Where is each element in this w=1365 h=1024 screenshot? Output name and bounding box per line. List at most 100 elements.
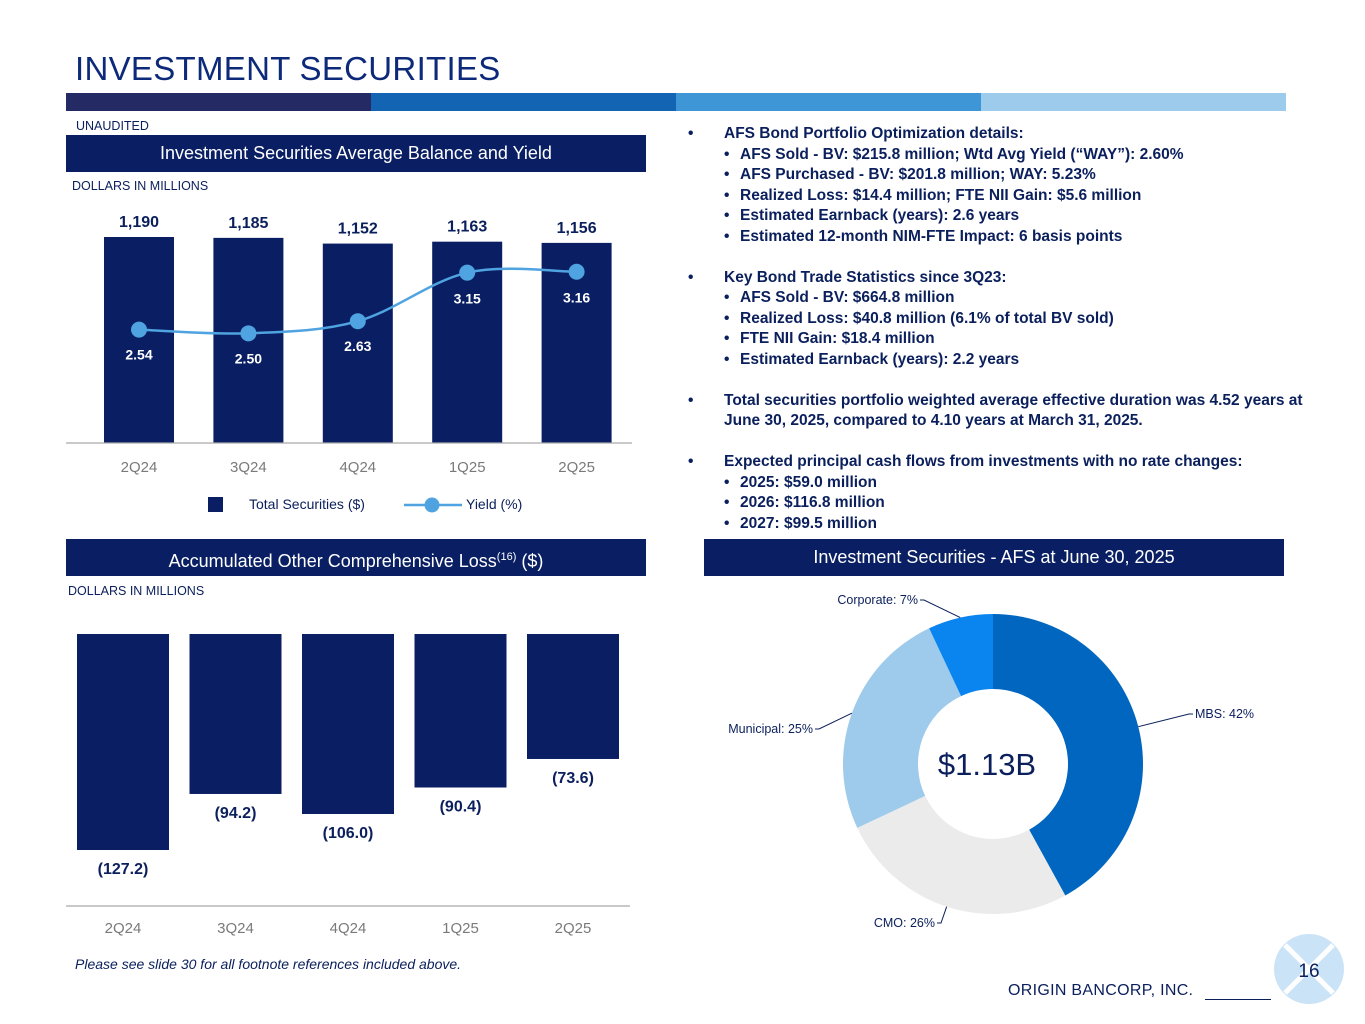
sub-bullet-text: AFS Purchased - BV: $201.8 million; WAY:… — [740, 166, 1096, 183]
donut-slice-municipal — [843, 628, 962, 828]
sub-bullet: • 2026: $116.8 million — [688, 493, 1328, 514]
donut-slice-mbs — [993, 614, 1143, 896]
balance-yield-chart: 1,190 1,185 1,152 1,163 1,156 2.54 2.50 2.63 3.… — [66, 214, 632, 476]
balance-bar — [322, 243, 393, 443]
bullet-group: • Expected principal cash flows from inve… — [688, 452, 1328, 534]
aocl-bar — [189, 634, 282, 794]
sub-bullet: • Estimated Earnback (years): 2.2 years — [688, 350, 1328, 371]
sub-bullet-text: Estimated 12-month NIM-FTE Impact: 6 bas… — [740, 227, 1123, 245]
sub-bullet-text: 2026: $116.8 million — [740, 494, 885, 511]
balance-yield-header: Investment Securities Average Balance an… — [66, 135, 646, 172]
donut-leader-line — [920, 599, 961, 619]
aocl-bar — [77, 634, 169, 850]
sub-bullet-text: 2025: $59.0 million — [740, 473, 877, 491]
sub-bullet: • AFS Sold - BV: $215.8 million; Wtd Avg … — [688, 145, 1328, 166]
brand-stripe-2 — [371, 93, 676, 111]
balance-x-tick: 4Q24 — [339, 459, 376, 476]
aocl-x-tick: 3Q24 — [217, 920, 254, 937]
unaudited-label: UNAUDITED — [76, 119, 149, 133]
sub-bullet-text: 2027: $99.5 million — [740, 514, 877, 532]
sub-bullet-dot: • — [724, 207, 730, 224]
bullet-group: • AFS Bond Portfolio Optimization details… — [688, 124, 1328, 247]
aocl-x-tick: 2Q25 — [555, 920, 592, 937]
footnote: Please see slide 30 for all footnote ref… — [75, 956, 462, 972]
donut-slice-label: Corporate: 7% — [837, 593, 918, 607]
legend-line-swatch — [404, 497, 462, 513]
yield-point-label: 2.50 — [235, 350, 262, 366]
balance-x-tick: 3Q24 — [230, 459, 267, 476]
bullet-list: • AFS Bond Portfolio Optimization details… — [688, 124, 1328, 555]
sub-bullet-text: Realized Loss: $14.4 million; FTE NII Ga… — [740, 186, 1142, 204]
footer-rule — [1205, 999, 1271, 1000]
brand-stripe-4 — [981, 93, 1286, 111]
aocl-bar-label: (90.4) — [440, 799, 482, 816]
legend-bar-label: Total Securities ($) — [249, 496, 365, 512]
page-number: 16 — [1298, 961, 1319, 982]
bullet-group: • Total securities portfolio weighted ave… — [688, 391, 1328, 432]
sub-bullet-text: AFS Sold - BV: $215.8 million; Wtd Avg Y… — [740, 145, 1184, 163]
sub-bullet: • Realized Loss: $14.4 million; FTE NII G… — [688, 186, 1328, 207]
aocl-bar — [302, 634, 394, 814]
bullet-main: • Expected principal cash flows from inve… — [688, 452, 1328, 473]
bullet-main: • AFS Bond Portfolio Optimization details… — [688, 124, 1328, 145]
donut-slice-cmo — [857, 795, 1066, 914]
sub-bullet-dot: • — [724, 289, 730, 306]
balance-x-tick: 2Q24 — [121, 459, 158, 476]
aocl-bar — [527, 634, 619, 759]
donut-leader-line — [1138, 713, 1193, 728]
yield-point-label: 2.54 — [125, 347, 152, 363]
aocl-chart: (127.2) (94.2) (106.0) (90.4) (73.6) 2Q24 3Q2… — [66, 634, 630, 937]
afs-donut-chart: MBS: 42% CMO: 26% Municipal: 25% Corporate:… — [728, 593, 1254, 930]
aocl-header: Accumulated Other Comprehensive Loss(16)… — [66, 539, 646, 576]
sub-bullet: • Realized Loss: $40.8 million (6.1% of t… — [688, 309, 1328, 330]
aocl-x-tick: 2Q24 — [105, 920, 142, 937]
donut-slice-label: CMO: 26% — [874, 916, 935, 930]
sub-bullet-text: Realized Loss: $40.8 million (6.1% of to… — [740, 309, 1114, 327]
brand-stripe-1 — [66, 93, 371, 111]
sub-bullet-dot: • — [724, 494, 730, 511]
sub-bullet-dot: • — [724, 473, 730, 491]
sub-bullet: • AFS Sold - BV: $664.8 million — [688, 288, 1328, 309]
sub-bullet-dot: • — [724, 514, 730, 532]
sub-bullet-text: Estimated Earnback (years): 2.6 years — [740, 207, 1020, 224]
donut-slice-label: MBS: 42% — [1195, 707, 1254, 721]
sub-bullet: • Estimated 12-month NIM-FTE Impact: 6 ba… — [688, 227, 1328, 248]
sub-bullet-dot: • — [724, 330, 730, 347]
donut-leader-line — [937, 906, 948, 924]
yield-point — [568, 263, 585, 280]
page-number-badge: 16 — [1274, 934, 1344, 1004]
sub-bullet-dot: • — [724, 186, 730, 204]
yield-point-label: 3.16 — [563, 290, 590, 306]
yield-point — [131, 321, 147, 338]
aocl-x-tick: 4Q24 — [330, 920, 367, 937]
aocl-bar — [414, 634, 507, 788]
brand-stripe-3 — [676, 93, 981, 111]
donut-leader-line — [815, 712, 853, 730]
yield-point-label: 2.63 — [344, 338, 371, 354]
balance-x-tick: 1Q25 — [449, 459, 486, 476]
sub-bullet: • 2025: $59.0 million — [688, 473, 1328, 494]
sub-bullet-text: FTE NII Gain: $18.4 million — [740, 330, 935, 347]
balance-units-label: DOLLARS IN MILLIONS — [72, 179, 209, 193]
sub-bullet: • AFS Purchased - BV: $201.8 million; WAY… — [688, 165, 1328, 186]
bullet-text: AFS Bond Portfolio Optimization details: — [724, 125, 1024, 142]
aocl-header-suffix: ($) — [516, 551, 544, 571]
bullet-text: Key Bond Trade Statistics since 3Q23: — [724, 268, 1007, 286]
balance-bar-label: 1,190 — [119, 214, 159, 231]
legend-bar-swatch — [208, 497, 223, 512]
donut-slice-corporate — [929, 614, 993, 697]
aocl-bar-label: (127.2) — [98, 861, 149, 878]
bullet-dot: • — [688, 453, 694, 470]
sub-bullet-text: Estimated Earnback (years): 2.2 years — [740, 350, 1020, 368]
donut-center-label: $1.13B — [938, 747, 1036, 782]
balance-bar-label: 1,152 — [338, 221, 378, 238]
sub-bullet-dot: • — [724, 309, 730, 327]
bullet-text: Expected principal cash flows from inves… — [724, 453, 1243, 470]
bullet-group: • Key Bond Trade Statistics since 3Q23: • A… — [688, 268, 1328, 371]
sub-bullet-dot: • — [724, 227, 730, 245]
aocl-footnote-ref: (16) — [496, 551, 517, 563]
sub-bullet: • Estimated Earnback (years): 2.6 years — [688, 206, 1328, 227]
bullet-main: • Total securities portfolio weighted ave… — [688, 391, 1328, 432]
yield-point — [349, 313, 366, 330]
aocl-header-text: Accumulated Other Comprehensive Loss — [168, 551, 497, 571]
